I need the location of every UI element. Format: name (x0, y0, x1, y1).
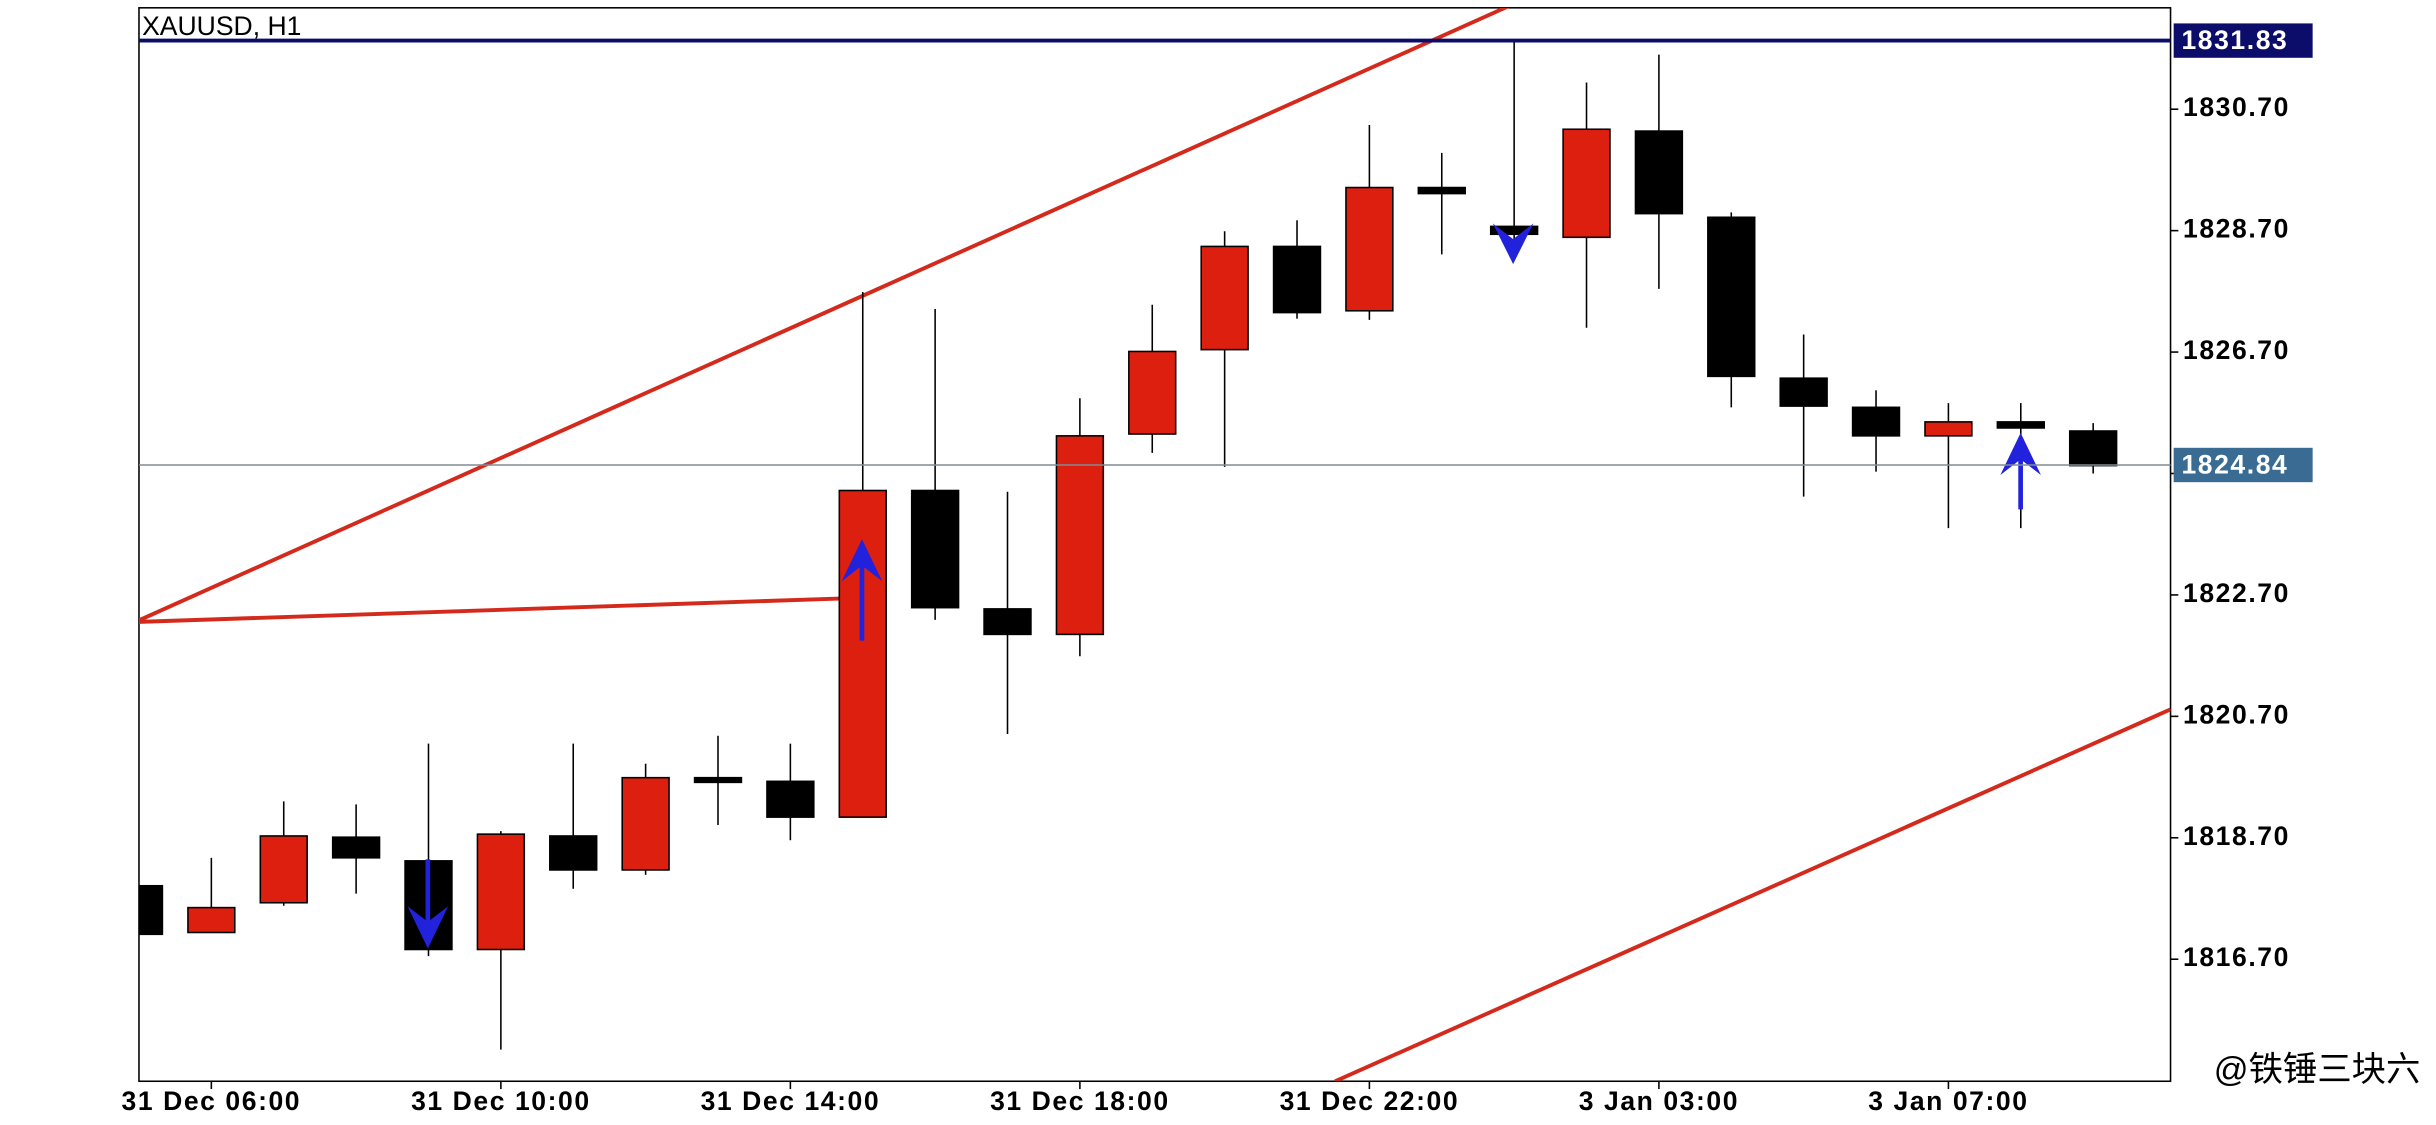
plot (138, 7, 2171, 1082)
candle-body (621, 776, 670, 871)
candle-body (838, 489, 887, 818)
y-tick-label: 1826.70 (2183, 335, 2290, 365)
price-label: 1831.83 (2181, 25, 2288, 55)
trendline (138, 596, 844, 624)
candle-body (187, 906, 236, 934)
candle-body (476, 833, 526, 951)
candle-body (331, 836, 381, 859)
candle-body (693, 776, 743, 784)
candle-body (1200, 245, 1249, 351)
y-tick-label: 1820.70 (2183, 699, 2290, 729)
candle-body (2068, 430, 2118, 467)
y-tick-label: 1830.70 (2183, 92, 2290, 122)
candle-body (1345, 186, 1394, 312)
candle-body (1055, 435, 1105, 636)
candle-body (983, 608, 1032, 636)
price-label: 1824.84 (2181, 450, 2288, 480)
candle-body (910, 489, 960, 609)
candle-body (1996, 421, 2045, 429)
x-tick-label: 31 Dec 18:00 (990, 1086, 1170, 1116)
y-tick-label: 1818.70 (2183, 821, 2290, 851)
y-tick-label: 1828.70 (2183, 214, 2290, 244)
candle-body (1851, 406, 1901, 437)
y-tick-label: 1816.70 (2183, 942, 2290, 972)
price-label-box (2173, 23, 2313, 58)
candle-body (1272, 245, 1322, 314)
x-tick-label: 31 Dec 10:00 (411, 1086, 591, 1116)
x-tick-label: 31 Dec 14:00 (701, 1086, 881, 1116)
candle-body (766, 780, 815, 818)
y-tick-label: 1822.70 (2183, 578, 2290, 608)
candle-body (1489, 225, 1539, 236)
arrow-head (841, 539, 883, 582)
candle-body (1924, 421, 1973, 437)
candle-body (549, 835, 598, 871)
price-label-box (2173, 447, 2313, 483)
candle-body (1128, 350, 1177, 435)
x-tick-label: 3 Jan 03:00 (1579, 1086, 1739, 1116)
candle-body (1779, 377, 1828, 407)
candle-body (259, 835, 308, 904)
candle-body (1634, 130, 1684, 215)
arrow-head (407, 906, 449, 949)
trendline (1334, 707, 2171, 1082)
trendline (138, 7, 1510, 623)
watermark: @铁锤三块六 (2214, 1051, 2421, 1089)
x-tick-label: 31 Dec 06:00 (122, 1086, 302, 1116)
x-tick-label: 3 Jan 07:00 (1868, 1086, 2028, 1116)
chart-title: XAUUSD, H1 (142, 11, 301, 41)
candle-body (1562, 128, 1611, 239)
candle-body (1707, 216, 1756, 378)
x-tick-label: 31 Dec 22:00 (1280, 1086, 1460, 1116)
arrow-head (1492, 223, 1534, 265)
candle-body (138, 884, 164, 936)
candle-body (1417, 186, 1466, 195)
signal-arrows (407, 223, 2041, 949)
